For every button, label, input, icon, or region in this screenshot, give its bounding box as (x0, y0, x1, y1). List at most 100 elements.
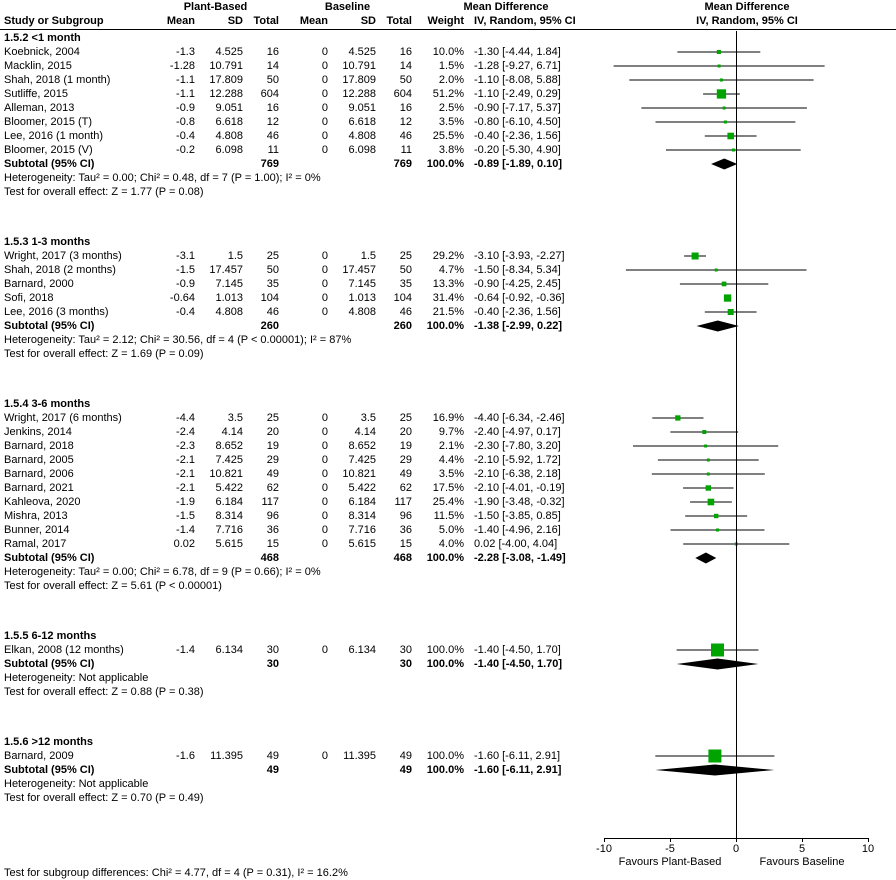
subgroup-label: 1.5.5 6-12 months (4, 630, 97, 642)
baseline-total: 11 (400, 144, 412, 156)
baseline-mean: 0 (321, 144, 328, 156)
zero-line (736, 31, 737, 838)
study-row: Barnard, 2005 -2.1 7.425 29 0 7.425 29 4.4% -2.1… (0, 453, 896, 467)
study-row: Lee, 2016 (3 months) -0.4 4.808 46 0 4.808 46 2… (0, 305, 896, 319)
study-weight: 100.0% (426, 644, 464, 656)
axis-tick-label: 10 (861, 843, 875, 855)
baseline-total: 35 (399, 278, 412, 290)
study-ci-text: -2.10 [-5.92, 1.72] (474, 454, 561, 466)
study-ci-marker (625, 268, 807, 272)
heterogeneity-note: Heterogeneity: Tau² = 0.00; Chi² = 6.78,… (4, 566, 321, 578)
baseline-sd: 11.395 (343, 750, 376, 762)
study-ci-text: -2.10 [-6.38, 2.18] (474, 468, 561, 480)
study-ci-marker (704, 132, 757, 140)
study-ci-marker (684, 252, 706, 260)
subtotal-label: Subtotal (95% CI) (4, 764, 95, 776)
baseline-total: 14 (399, 60, 412, 72)
axis-tick-label: -5 (665, 843, 675, 855)
subgroup-heading-row: 1.5.6 >12 months (0, 735, 896, 749)
study-name: Bunner, 2014 (4, 524, 70, 536)
plant-mean: -1.5 (176, 264, 195, 276)
baseline-total: 62 (399, 482, 412, 494)
baseline-sd: 9.051 (348, 102, 376, 114)
baseline-sd: 6.618 (348, 116, 376, 128)
study-name: Sutliffe, 2015 (4, 88, 69, 100)
study-marker-cell (598, 249, 896, 263)
study-ci-marker (633, 444, 779, 448)
overall-effect-row: Test for overall effect: Z = 0.88 (P = 0… (0, 685, 896, 699)
study-ci-text: -1.60 [-6.11, 2.91] (474, 750, 561, 762)
plant-total: 19 (266, 440, 279, 452)
axis-tick (802, 838, 803, 842)
plant-mean: -2.3 (176, 440, 195, 452)
study-row: Barnard, 2021 -2.1 5.422 62 0 5.422 62 17.5% -2.… (0, 481, 896, 495)
plant-sd: 5.422 (215, 482, 243, 494)
study-ci-marker (723, 294, 732, 302)
baseline-mean: 0 (321, 440, 328, 452)
baseline-total: 50 (399, 264, 412, 276)
plant-sd: 7.716 (215, 524, 243, 536)
col-plant-sd-label: SD (227, 15, 243, 27)
study-row: Koebnick, 2004 -1.3 4.525 16 0 4.525 16 10.0% -1… (0, 45, 896, 59)
study-weight: 2.1% (438, 440, 464, 452)
plant-sd: 5.615 (215, 538, 243, 550)
study-marker-cell (598, 453, 896, 467)
study-row: Shah, 2018 (1 month) -1.1 17.809 50 0 17.809 5… (0, 73, 896, 87)
study-weight: 10.0% (432, 46, 464, 58)
col-baseline-sd-label: SD (360, 15, 376, 27)
plant-mean: -1.1 (176, 88, 195, 100)
baseline-sd: 8.652 (348, 440, 376, 452)
baseline-mean: 0 (321, 306, 328, 318)
study-ci-marker (683, 485, 734, 491)
study-ci-marker (690, 498, 732, 506)
plant-sd: 6.618 (215, 116, 243, 128)
plant-mean: -0.4 (176, 306, 195, 318)
subtotal-weight: 100.0% (426, 320, 464, 332)
study-name: Alleman, 2013 (4, 102, 75, 114)
baseline-sd: 8.314 (348, 510, 376, 522)
axis-tick (604, 838, 605, 842)
baseline-sd: 17.457 (342, 264, 376, 276)
study-row: Macklin, 2015 -1.28 10.791 14 0 10.791 14 1.5% -… (0, 59, 896, 73)
overall-effect-note: Test for overall effect: Z = 0.88 (P = 0… (4, 686, 204, 698)
study-marker-cell (598, 291, 896, 305)
baseline-mean: 0 (321, 482, 328, 494)
plant-total: 49 (266, 750, 279, 762)
plant-mean: -2.4 (176, 426, 195, 438)
baseline-mean: 0 (321, 524, 328, 536)
study-ci-text: -0.40 [-2.36, 1.56] (474, 130, 561, 142)
study-ci-text: -0.40 [-2.36, 1.56] (474, 306, 561, 318)
study-ci-text: -2.10 [-4.01, -0.19] (474, 482, 565, 494)
col-baseline-mean-label: Mean (299, 15, 328, 27)
study-marker-cell (598, 411, 896, 425)
study-row: Wright, 2017 (6 months) -4.4 3.5 25 0 3.5 25 16… (0, 411, 896, 425)
plant-mean: -2.1 (176, 454, 195, 466)
study-name: Mishra, 2013 (4, 510, 68, 522)
baseline-mean: 0 (321, 468, 328, 480)
study-name: Kahleova, 2020 (4, 496, 81, 508)
study-weight: 17.5% (432, 482, 464, 494)
subtotal-weight: 100.0% (426, 158, 464, 170)
subtotal-baseline-total: 49 (399, 764, 412, 776)
study-ci-text: -0.64 [-0.92, -0.36] (474, 292, 565, 304)
plant-mean: -1.3 (176, 46, 195, 58)
study-name: Barnard, 2005 (4, 454, 74, 466)
study-name: Ramal, 2017 (4, 538, 67, 550)
study-ci-text: -0.20 [-5.30, 4.90] (474, 144, 561, 156)
plant-mean: -1.6 (176, 750, 195, 762)
study-ci-marker (657, 458, 759, 462)
axis-tick-label: 5 (798, 843, 806, 855)
baseline-mean: 0 (321, 644, 328, 656)
plant-total: 604 (260, 88, 279, 100)
plant-sd: 11.395 (210, 750, 243, 762)
plant-total: 35 (266, 278, 279, 290)
baseline-total: 25 (399, 412, 412, 424)
plant-sd: 17.457 (209, 264, 243, 276)
subgroup-heading-row: 1.5.2 <1 month (0, 31, 896, 45)
plant-mean: -0.9 (176, 278, 195, 290)
plant-sd: 17.809 (209, 74, 243, 86)
plant-total: 15 (266, 538, 279, 550)
baseline-sd: 4.525 (348, 46, 376, 58)
study-ci-text: -1.30 [-4.44, 1.84] (474, 46, 561, 58)
heterogeneity-note: Heterogeneity: Tau² = 0.00; Chi² = 0.48,… (4, 172, 321, 184)
